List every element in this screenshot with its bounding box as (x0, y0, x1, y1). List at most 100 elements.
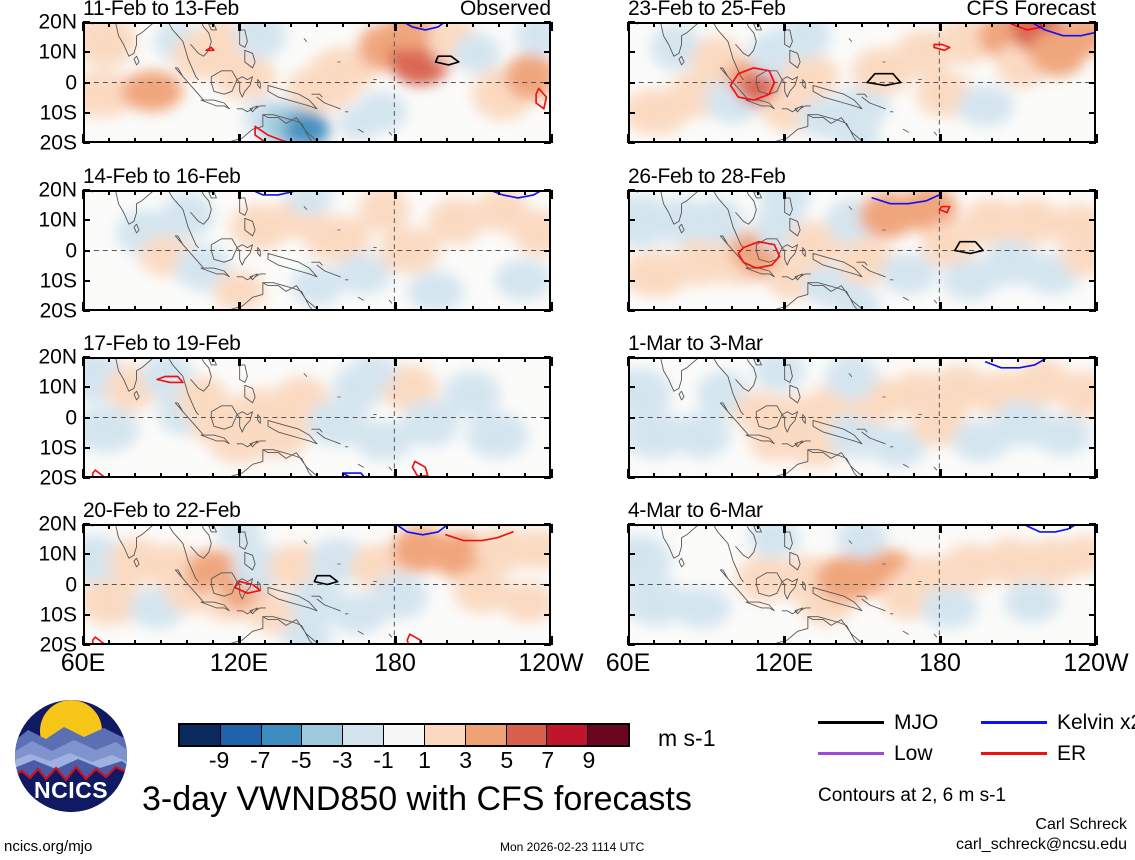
x-minor-tick (186, 357, 188, 362)
x-major-tick (81, 302, 85, 311)
x-minor-tick (1069, 640, 1071, 645)
colorbar-swatch (180, 725, 220, 745)
colorbar-strip (178, 723, 630, 747)
x-minor-tick (757, 357, 759, 362)
x-minor-tick (472, 190, 474, 195)
x-minor-tick (368, 190, 370, 195)
x-minor-tick (420, 138, 422, 143)
y-tick (628, 416, 635, 419)
y-tick (1089, 81, 1096, 84)
panel-title-fcs-4: 4-Mar to 6-Mar (628, 499, 763, 522)
x-minor-tick (368, 306, 370, 311)
y-tick (1089, 310, 1096, 312)
x-major-tick (237, 134, 241, 143)
y-tick (544, 644, 551, 646)
x-major-tick (393, 22, 397, 31)
y-tick (83, 523, 90, 525)
x-axis-label: 60E (605, 649, 651, 677)
x-minor-tick (524, 473, 526, 478)
y-axis-label: 20S (39, 299, 77, 323)
x-major-tick (237, 22, 241, 31)
y-axis-label: 20S (39, 131, 77, 155)
map-frame-fcs-4 (628, 524, 1096, 645)
map-field-fcs-4 (630, 526, 1094, 643)
map-frame-obs-4 (83, 524, 551, 645)
y-tick (83, 644, 90, 646)
colorbar-swatch (260, 725, 302, 745)
x-minor-tick (134, 22, 136, 27)
x-major-tick (626, 302, 630, 311)
x-axis-label: 180 (374, 649, 416, 677)
colorbar-tick-label: -1 (373, 747, 394, 773)
x-minor-tick (264, 306, 266, 311)
x-minor-tick (160, 190, 162, 195)
y-axis-label: 20N (38, 512, 77, 536)
x-minor-tick (446, 640, 448, 645)
x-minor-tick (887, 640, 889, 645)
x-major-tick (782, 636, 786, 645)
legend-label: ER (1057, 742, 1087, 765)
legend-label: MJO (894, 711, 939, 734)
x-minor-tick (653, 22, 655, 27)
x-minor-tick (991, 306, 993, 311)
y-tick (83, 51, 90, 54)
y-tick (628, 219, 635, 222)
x-major-tick (1094, 524, 1098, 533)
x-minor-tick (472, 22, 474, 27)
x-minor-tick (1017, 306, 1019, 311)
x-minor-tick (809, 138, 811, 143)
x-axis-label: 120W (1063, 649, 1129, 677)
colorbar-tick-label: 3 (459, 747, 473, 773)
x-minor-tick (134, 190, 136, 195)
x-major-tick (1094, 22, 1098, 31)
x-major-tick (81, 134, 85, 143)
x-minor-tick (498, 138, 500, 143)
y-axis-label: 20N (38, 178, 77, 202)
x-major-tick (81, 190, 85, 199)
x-minor-tick (991, 640, 993, 645)
y-axis-label: 10N (38, 542, 77, 566)
x-minor-tick (1043, 22, 1045, 27)
x-minor-tick (887, 190, 889, 195)
y-tick (628, 310, 635, 312)
x-minor-tick (913, 306, 915, 311)
x-minor-tick (524, 22, 526, 27)
x-major-tick (81, 469, 85, 478)
x-axis-label: 120E (209, 649, 269, 677)
y-tick (544, 51, 551, 54)
x-minor-tick (212, 138, 214, 143)
x-major-tick (549, 302, 553, 311)
x-minor-tick (186, 640, 188, 645)
y-tick (628, 111, 635, 114)
y-axis-label: 10S (39, 436, 77, 460)
x-axis-label: 120W (518, 649, 584, 677)
x-minor-tick (705, 640, 707, 645)
x-minor-tick (160, 524, 162, 529)
x-minor-tick (290, 190, 292, 195)
x-minor-tick (186, 473, 188, 478)
x-minor-tick (653, 357, 655, 362)
x-minor-tick (1043, 306, 1045, 311)
y-tick (83, 219, 90, 222)
x-major-tick (549, 134, 553, 143)
x-minor-tick (186, 22, 188, 27)
y-tick (1089, 553, 1096, 556)
x-minor-tick (679, 190, 681, 195)
y-tick (1089, 142, 1096, 144)
x-major-tick (1094, 302, 1098, 311)
x-major-tick (81, 22, 85, 31)
x-minor-tick (913, 138, 915, 143)
y-tick (628, 583, 635, 586)
x-minor-tick (160, 306, 162, 311)
x-minor-tick (731, 357, 733, 362)
y-tick (83, 21, 90, 23)
x-minor-tick (472, 138, 474, 143)
y-tick (628, 21, 635, 23)
x-minor-tick (342, 640, 344, 645)
x-minor-tick (342, 306, 344, 311)
x-minor-tick (368, 524, 370, 529)
x-minor-tick (134, 138, 136, 143)
y-tick (628, 523, 635, 525)
x-minor-tick (835, 138, 837, 143)
y-tick (628, 249, 635, 252)
